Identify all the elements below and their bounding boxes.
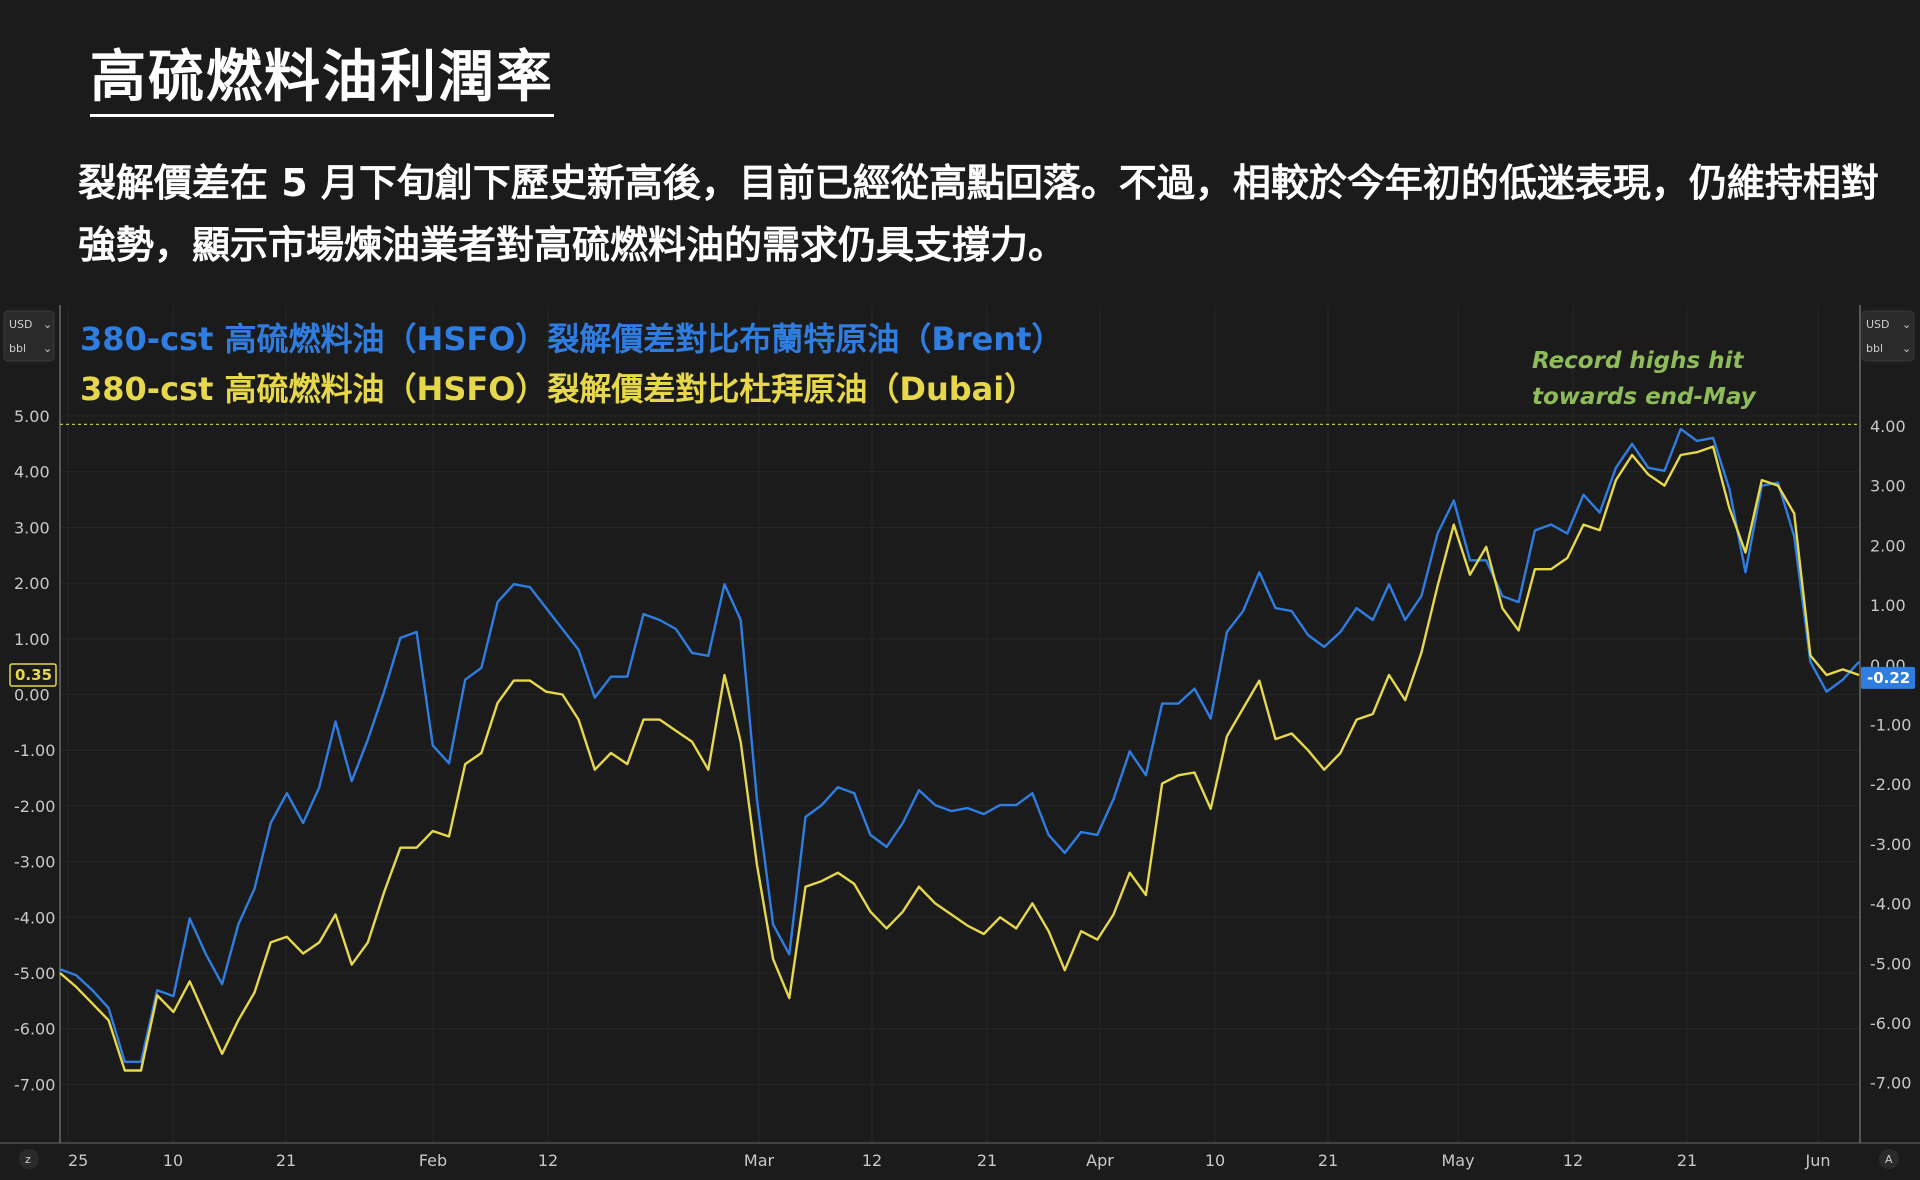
- x-tick-label: 25: [68, 1151, 88, 1170]
- left-corner-button[interactable]: z: [19, 1149, 39, 1169]
- summary-text: 裂解價差在 5 月下旬創下歷史新高後，目前已經從高點回落。不過，相較於今年初的低…: [78, 161, 1879, 267]
- legend-brent: 380-cst 高硫燃料油（HSFO）裂解價差對比布蘭特原油（Brent）: [80, 320, 1063, 358]
- right-tick-label: -4.00: [1870, 895, 1911, 914]
- right-tick-label: 4.00: [1870, 417, 1906, 436]
- dubai-last-value-badge: [9, 663, 57, 687]
- right-tick-label: 1.00: [1870, 596, 1906, 615]
- right-measure-chevron-icon: ⌄: [1902, 342, 1911, 355]
- crack-spread-chart: USD ⌄ bbl ⌄ USD ⌄ bbl ⌄ 5.00 4.00 3.00 2.00…: [0, 305, 1920, 1170]
- x-tick-label: 10: [163, 1151, 183, 1170]
- x-tick-label: 21: [1318, 1151, 1338, 1170]
- series-lines: [59, 427, 1860, 1072]
- right-tick-label: -6.00: [1870, 1014, 1911, 1033]
- left-tick-label: 0.00: [14, 686, 50, 705]
- x-tick-label: Feb: [419, 1151, 447, 1170]
- x-tick-label: 12: [538, 1151, 558, 1170]
- legend-dubai: 380-cst 高硫燃料油（HSFO）裂解價差對比杜拜原油（Dubai）: [80, 370, 1036, 408]
- left-tick-label: -6.00: [14, 1020, 55, 1039]
- brent-last-value: -0.22: [1867, 669, 1910, 687]
- right-tick-label: -7.00: [1870, 1074, 1911, 1093]
- left-tick-label: 3.00: [14, 518, 50, 537]
- right-tick-label: 2.00: [1870, 536, 1906, 555]
- left-unit-selector[interactable]: USD ⌄ bbl ⌄: [3, 310, 55, 362]
- right-tick-label: -1.00: [1870, 716, 1911, 735]
- x-tick-label: 21: [1677, 1151, 1697, 1170]
- right-corner-button[interactable]: A: [1879, 1149, 1899, 1169]
- dubai-series-line: [59, 445, 1860, 1072]
- right-unit-selector[interactable]: USD ⌄ bbl ⌄: [1861, 310, 1915, 362]
- right-tick-label: -2.00: [1870, 775, 1911, 794]
- left-measure-chevron-icon: ⌄: [43, 342, 52, 355]
- annotation-line-1: Record highs hit: [1532, 348, 1744, 374]
- x-tick-label: 21: [977, 1151, 997, 1170]
- left-tick-label: 4.00: [14, 463, 50, 482]
- chart-panel: USD ⌄ bbl ⌄ USD ⌄ bbl ⌄ 5.00 4.00 3.00 2.00…: [0, 305, 1920, 1180]
- x-tick-label: 12: [862, 1151, 882, 1170]
- left-unit-currency: USD: [9, 318, 33, 331]
- right-tick-label: -5.00: [1870, 954, 1911, 973]
- page-title: 高硫燃料油利潤率: [90, 45, 554, 118]
- x-tick-label: 12: [1563, 1151, 1583, 1170]
- left-tick-label: -2.00: [14, 797, 55, 816]
- left-tick-label: 2.00: [14, 574, 50, 593]
- right-corner-label: A: [1885, 1153, 1893, 1166]
- x-tick-label: 10: [1205, 1151, 1225, 1170]
- left-tick-label: -1.00: [14, 741, 55, 760]
- x-tick-label: Apr: [1086, 1151, 1114, 1170]
- left-tick-label: 5.00: [14, 407, 50, 426]
- right-unit-measure: bbl: [1866, 342, 1883, 355]
- left-tick-label: -5.00: [14, 964, 55, 983]
- x-tick-label: May: [1441, 1151, 1474, 1170]
- value-badges: -0.22 0.35: [9, 663, 1915, 689]
- grid-lines: [60, 305, 1860, 1143]
- right-unit-currency: USD: [1866, 318, 1890, 331]
- axes: 5.00 4.00 3.00 2.00 1.00 0.00 -1.00 -2.00 -3.00 -…: [0, 305, 1920, 1170]
- brent-last-value-badge: [1861, 666, 1915, 689]
- x-tick-label: Jun: [1805, 1151, 1831, 1170]
- x-tick-label: 21: [276, 1151, 296, 1170]
- right-tick-label: 3.00: [1870, 477, 1906, 496]
- brent-series-line: [59, 427, 1860, 1063]
- left-tick-label: -4.00: [14, 908, 55, 927]
- left-tick-label: 1.00: [14, 630, 50, 649]
- right-unit-chevron-icon: ⌄: [1902, 318, 1911, 331]
- left-tick-label: -3.00: [14, 853, 55, 872]
- annotation-line-2: towards end-May: [1532, 384, 1757, 410]
- left-unit-chevron-icon: ⌄: [43, 318, 52, 331]
- x-tick-label: Mar: [744, 1151, 775, 1170]
- left-tick-label: -7.00: [14, 1075, 55, 1094]
- left-unit-measure: bbl: [9, 342, 26, 355]
- left-corner-label: z: [25, 1153, 31, 1166]
- dubai-last-value: 0.35: [15, 666, 52, 684]
- right-tick-label: -3.00: [1870, 835, 1911, 854]
